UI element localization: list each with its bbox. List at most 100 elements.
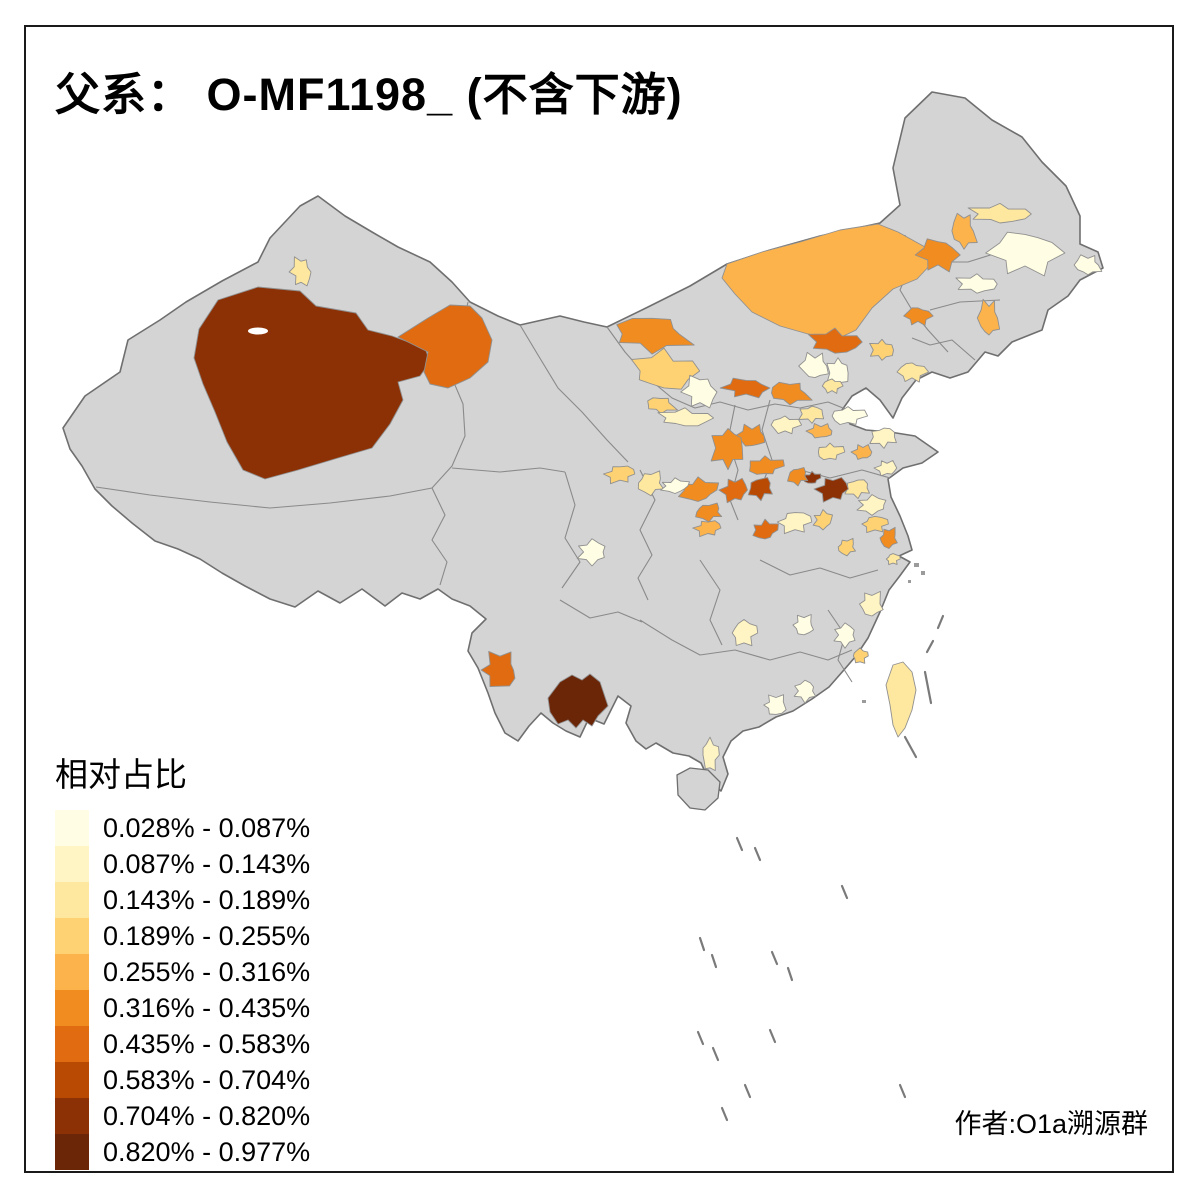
region-qingyang: [678, 476, 720, 502]
region-jiangxi-cream: [833, 622, 856, 649]
region-ningxia-cream: [680, 374, 718, 409]
region-taiwan: [885, 661, 917, 738]
legend-label: 0.316% - 0.435%: [103, 992, 311, 1023]
region-xilingol: [721, 223, 934, 341]
region-langfang: [821, 378, 844, 394]
legend-swatch: [55, 918, 89, 954]
region-southern-xinjiang: [193, 286, 431, 480]
legend-item: 0.143% - 0.189%: [55, 882, 310, 918]
region-ankang: [692, 520, 722, 538]
legend-title: 相对占比: [55, 756, 187, 793]
region-guangdong-a: [763, 694, 787, 715]
legend-item: 0.704% - 0.820%: [55, 1098, 310, 1134]
legend-swatch: [55, 846, 89, 882]
region-shanghai: [885, 553, 901, 566]
coastal-islets: [862, 563, 925, 703]
region-jinan: [805, 423, 833, 439]
region-shenyang: [903, 307, 934, 326]
region-chaoyang: [869, 338, 894, 361]
region-nantong: [879, 526, 898, 549]
legend-swatch: [55, 882, 89, 918]
legend-label: 0.583% - 0.704%: [103, 1064, 311, 1095]
region-qiqihar: [967, 202, 1032, 224]
region-henan-west: [718, 477, 748, 504]
legend-item: 0.435% - 0.583%: [55, 1026, 310, 1062]
legend-item: 0.316% - 0.435%: [55, 990, 310, 1026]
region-jilin-cream: [955, 273, 998, 294]
region-henan-northwest: [749, 455, 785, 475]
legend-label: 0.087% - 0.143%: [103, 848, 311, 879]
legend-item: 0.028% - 0.087%: [55, 810, 310, 846]
region-hebei-strip-west: [719, 377, 771, 399]
region-liaodong: [896, 362, 930, 383]
plot-border-frame: [24, 25, 1174, 1173]
region-ordos: [631, 347, 701, 390]
region-nanyang: [752, 518, 779, 540]
hainan-island: [676, 767, 721, 811]
region-daqing: [951, 212, 978, 250]
page-title: 父系： O-MF1198_ (不含下游): [55, 69, 683, 120]
region-chengdu-cream: [576, 538, 606, 567]
legend-swatch: [55, 810, 89, 846]
region-bayannur: [616, 317, 695, 355]
region-beijing-cream: [798, 351, 829, 379]
legend-label: 0.255% - 0.316%: [103, 956, 311, 987]
region-liaoyang: [976, 298, 1001, 336]
region-xian: [695, 502, 723, 523]
region-hebei-south: [770, 415, 803, 435]
region-zhejiang-yellow: [859, 590, 884, 617]
colored-regions: [193, 202, 1103, 772]
author-credit: 作者:O1a溯源群: [954, 1109, 1148, 1139]
legend-label: 0.143% - 0.189%: [103, 884, 311, 915]
region-lanzhou: [602, 465, 636, 485]
legend-swatch: [55, 990, 89, 1026]
legend-swatch: [55, 954, 89, 990]
legend-item: 0.189% - 0.255%: [55, 918, 310, 954]
region-hami: [397, 304, 493, 389]
xinjiang-lake: [248, 327, 268, 335]
legend-label: 0.435% - 0.583%: [103, 1028, 311, 1059]
region-hunan-cream: [792, 614, 814, 636]
legend-swatch: [55, 1026, 89, 1062]
legend-swatch: [55, 1098, 89, 1134]
legend-swatch: [55, 1134, 89, 1170]
region-dingxi: [637, 470, 664, 497]
region-ningxia-yellow: [657, 407, 715, 427]
region-chifeng: [807, 327, 863, 354]
legend-label: 0.704% - 0.820%: [103, 1100, 311, 1131]
region-shandong-d: [869, 427, 897, 449]
region-zhoukou-dark: [813, 477, 849, 503]
region-guangdong-b: [793, 679, 817, 704]
region-jiamusi-cream: [1073, 254, 1103, 276]
legend-label: 0.028% - 0.087%: [103, 812, 311, 843]
region-wuhan: [837, 537, 856, 557]
region-henan-dark: [747, 477, 773, 502]
legend-item: 0.255% - 0.316%: [55, 954, 310, 990]
region-anhui-yellow: [861, 515, 889, 534]
region-altay-spot: [288, 256, 312, 287]
region-shandong-f: [873, 460, 898, 477]
region-zhanjiang: [702, 736, 720, 772]
region-shandong-c: [850, 444, 873, 460]
nine-dash-line: [696, 614, 945, 1122]
legend-label: 0.820% - 0.977%: [103, 1136, 311, 1167]
region-hebei-strip-east: [771, 381, 813, 406]
region-shandong-e: [817, 442, 846, 461]
region-chongqing-yellow: [731, 619, 759, 647]
legend-item: 0.820% - 0.977%: [55, 1134, 310, 1170]
region-yunnan-west: [480, 650, 516, 687]
region-shanxi-north: [710, 428, 744, 471]
region-kaifeng: [787, 467, 809, 487]
legend-swatch: [55, 1062, 89, 1098]
region-jiangsu-cream: [856, 494, 887, 516]
legend-item: 0.583% - 0.704%: [55, 1062, 310, 1098]
region-yunnan-dark: [547, 673, 609, 729]
region-hefei: [812, 509, 833, 531]
region-shandong-a: [798, 405, 825, 424]
region-harbin-cream: [985, 231, 1066, 277]
region-quanzhou: [852, 647, 869, 664]
region-hubei-yellow: [776, 512, 813, 535]
region-yinchuan: [647, 397, 678, 415]
